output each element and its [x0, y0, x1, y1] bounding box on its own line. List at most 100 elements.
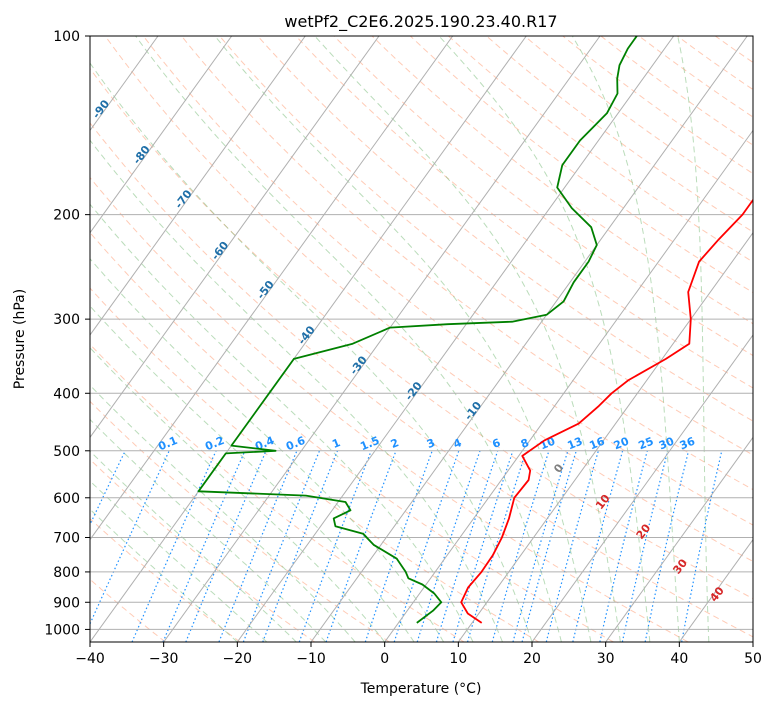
- mixing-ratio-line: [186, 451, 266, 642]
- dry-adiabat-line: [487, 36, 775, 642]
- mixing-ratio-line: [394, 451, 459, 642]
- mixing-ratio-label: 36: [678, 435, 697, 453]
- dry-adiabat-line: [105, 36, 775, 642]
- y-tick-label: 700: [53, 531, 80, 547]
- mixing-ratio-label: 6: [490, 436, 502, 451]
- mixing-ratio-label: 25: [636, 435, 655, 453]
- background-lines: [0, 36, 775, 642]
- dry-adiabat-line: [258, 36, 775, 642]
- dry-adiabat-line: [601, 36, 775, 642]
- isotherm-line: [16, 36, 452, 642]
- x-tick-label: 30: [597, 651, 615, 667]
- isotherm-label: -20: [402, 379, 425, 403]
- dry-adiabat-line: [0, 36, 688, 642]
- mixing-ratio-line: [600, 451, 647, 642]
- mixing-ratio-line: [82, 451, 169, 642]
- y-tick-label: 800: [53, 565, 80, 581]
- isotherm-line: [0, 36, 379, 642]
- dry-adiabat-line: [296, 36, 775, 642]
- temperature-line: [461, 36, 775, 623]
- y-tick-label: 600: [53, 491, 80, 507]
- y-axis-label: Pressure (hPa): [12, 289, 28, 389]
- isotherm-line: [532, 36, 775, 642]
- dry-adiabat-line: [639, 36, 775, 642]
- y-tick-label: 900: [53, 595, 80, 611]
- isotherm-label: -90: [90, 97, 113, 121]
- mixing-ratio-label: 16: [588, 435, 607, 453]
- y-tick-label: 500: [53, 444, 80, 460]
- mixing-ratio-label: 2: [389, 436, 401, 451]
- x-tick-label: 40: [670, 651, 688, 667]
- moist-adiabat-line: [439, 36, 650, 642]
- isotherm-label: -50: [254, 278, 277, 302]
- dewpoint-line: [199, 36, 637, 623]
- sounding-profiles: [199, 36, 775, 623]
- x-tick-label: 50: [744, 651, 762, 667]
- y-tick-label: 100: [53, 29, 80, 45]
- mixing-ratio-line: [546, 451, 598, 642]
- isotherm-label: -30: [347, 353, 370, 377]
- isotherm-line: [385, 36, 775, 642]
- x-axis-label: Temperature (°C): [360, 681, 482, 697]
- dry-adiabat-line: [67, 36, 775, 642]
- isotherm-line: [0, 36, 305, 642]
- dry-adiabat-line: [0, 36, 389, 642]
- y-tick-label: 200: [53, 208, 80, 224]
- mixing-ratio-line: [513, 451, 568, 642]
- isotherm-label: -10: [462, 399, 485, 423]
- mixing-ratio-line: [417, 451, 480, 642]
- isotherm-line: [679, 36, 775, 642]
- mixing-ratio-line: [682, 451, 722, 642]
- x-tick-label: 20: [523, 651, 541, 667]
- moist-adiabat-line: [572, 36, 679, 642]
- isotherm-label: -80: [130, 143, 153, 167]
- moist-adiabat-line: [0, 36, 473, 642]
- isotherm-line: [311, 36, 747, 642]
- moist-adiabat-line: [0, 36, 237, 642]
- y-tick-label: 1000: [44, 622, 80, 638]
- moist-adiabat-line: [0, 36, 267, 642]
- mixing-ratio-label: 8: [519, 436, 531, 451]
- plot-frame: [90, 36, 753, 642]
- y-tick-label: 400: [53, 386, 80, 402]
- mixing-ratio-line: [263, 451, 338, 642]
- moist-adiabat-line: [0, 36, 326, 642]
- dry-adiabat-line: [29, 36, 763, 642]
- isotherm-label: -60: [209, 239, 232, 263]
- mixing-ratio-label: 3: [425, 436, 437, 451]
- mixing-ratio-line: [522, 451, 576, 642]
- isotherm-line: [0, 36, 11, 642]
- x-tick-label: 10: [449, 651, 467, 667]
- isotherm-label: -40: [295, 323, 318, 347]
- mixing-ratio-label: 13: [565, 435, 584, 453]
- dry-adiabat-line: [372, 36, 775, 642]
- x-tick-label: 0: [380, 651, 389, 667]
- mixing-ratio-line: [573, 451, 623, 642]
- dry-adiabat-line: [143, 36, 775, 642]
- moist-adiabat-line: [136, 36, 562, 642]
- dry-adiabat-line: [0, 36, 464, 642]
- moist-adiabat-label: 30: [670, 556, 690, 576]
- moist-adiabat-label: 40: [707, 584, 727, 604]
- moist-adiabat-line: [19, 36, 502, 642]
- dry-adiabat-line: [0, 36, 315, 642]
- dry-adiabat-line: [182, 36, 775, 642]
- isotherm-line: [753, 36, 775, 642]
- moist-adiabat-line: [0, 36, 296, 642]
- moist-adiabat-label: 10: [593, 492, 613, 512]
- mixing-ratio-line: [453, 451, 513, 642]
- chart-title: wetPf2_C2E6.2025.190.23.40.R17: [284, 12, 557, 32]
- moist-adiabat-label: 0: [551, 461, 566, 475]
- x-tick-label: −20: [223, 651, 253, 667]
- mixing-ratio-line: [492, 451, 549, 642]
- moist-adiabat-line: [315, 36, 621, 642]
- x-tick-label: −10: [296, 651, 326, 667]
- isotherm-line: [458, 36, 775, 642]
- mixing-ratio-line: [645, 451, 688, 642]
- dry-adiabat-line: [525, 36, 775, 642]
